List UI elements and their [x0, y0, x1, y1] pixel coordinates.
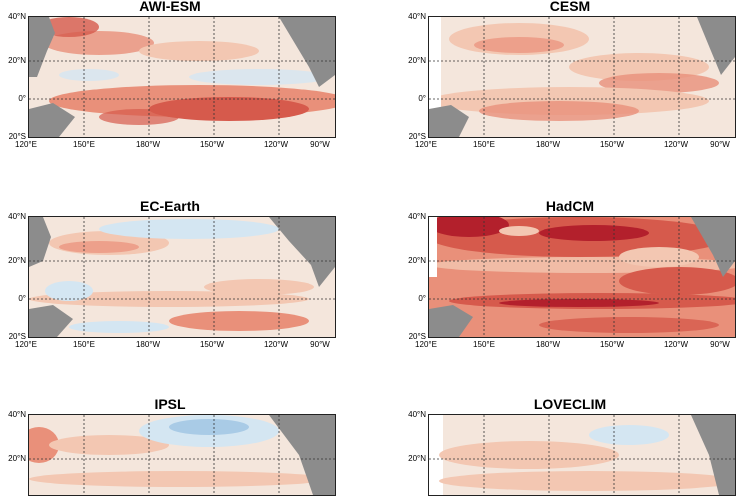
lat-label: 0° — [418, 294, 426, 303]
map-area — [428, 16, 736, 138]
lon-label: 120°E — [15, 340, 37, 349]
lon-label: 150°W — [599, 140, 625, 149]
panel-cesm: CESM 40°N 20°N 0° 20°S 120°E 150°E 180°W… — [400, 0, 740, 160]
map-area — [28, 16, 336, 138]
map-area — [428, 414, 736, 496]
lat-label: 0° — [18, 94, 26, 103]
lon-label: 150°W — [599, 340, 625, 349]
lat-label: 40°N — [408, 12, 426, 21]
lon-label: 180°W — [135, 140, 161, 149]
heat-map — [29, 415, 335, 495]
lon-label: 150°W — [199, 140, 225, 149]
lat-label: 20°N — [408, 56, 426, 65]
panel-title: CESM — [549, 0, 591, 14]
lon-label: 120°W — [663, 140, 689, 149]
lon-label: 90°W — [310, 340, 330, 349]
lon-label: 120°W — [663, 340, 689, 349]
lat-label: 20°N — [408, 256, 426, 265]
heat-map — [429, 217, 735, 337]
heat-map — [429, 17, 735, 137]
lon-label: 120°W — [263, 140, 289, 149]
heat-map — [429, 415, 735, 495]
panel-ec-earth: EC-Earth 40°N 20°N 0° 20°S 120°E 150°E 1… — [0, 198, 340, 360]
heat-map — [29, 217, 335, 337]
lon-label: 150°E — [473, 140, 495, 149]
panel-hadcm: HadCM 40°N 20°N 0° 20°S 120°E 150 — [400, 198, 740, 360]
lon-label: 150°W — [199, 340, 225, 349]
lat-label: 20°N — [408, 454, 426, 463]
lat-label: 20°S — [8, 332, 26, 341]
panel-title: LOVECLIM — [533, 396, 607, 412]
lon-label: 120°E — [415, 140, 437, 149]
map-area — [28, 216, 336, 338]
panel-title: AWI-ESM — [139, 0, 201, 14]
lat-label: 40°N — [408, 410, 426, 419]
lat-label: 40°N — [408, 212, 426, 221]
lat-label: 20°S — [8, 132, 26, 141]
lon-label: 150°E — [73, 140, 95, 149]
lon-label: 180°W — [535, 340, 561, 349]
lon-label: 120°E — [15, 140, 37, 149]
lat-label: 20°N — [8, 56, 26, 65]
map-area — [28, 414, 336, 496]
lon-label: 180°W — [535, 140, 561, 149]
lat-label: 20°S — [408, 132, 426, 141]
lat-label: 0° — [18, 294, 26, 303]
lat-label: 40°N — [8, 410, 26, 419]
lon-label: 90°W — [710, 140, 730, 149]
lon-label: 120°E — [415, 340, 437, 349]
lon-label: 180°W — [135, 340, 161, 349]
panel-title: HadCM — [545, 198, 595, 214]
lat-label: 20°N — [8, 256, 26, 265]
lon-label: 120°W — [263, 340, 289, 349]
lat-label: 40°N — [8, 212, 26, 221]
panel-title: EC-Earth — [140, 198, 200, 214]
lat-label: 20°N — [8, 454, 26, 463]
lon-label: 90°W — [310, 140, 330, 149]
map-area — [428, 216, 736, 338]
panel-awi-esm: AWI-ESM 40°N 20°N 0° 20°S 120°E 150°E 18… — [0, 0, 340, 160]
lon-label: 150°E — [473, 340, 495, 349]
heat-map — [29, 17, 335, 137]
panel-title: IPSL — [154, 396, 186, 412]
lat-label: 0° — [418, 94, 426, 103]
lon-label: 150°E — [73, 340, 95, 349]
panel-loveclim: LOVECLIM 40°N 20°N — [400, 396, 740, 496]
lat-label: 40°N — [8, 12, 26, 21]
panel-ipsl: IPSL 40°N 20°N — [0, 396, 340, 496]
lon-label: 90°W — [710, 340, 730, 349]
lat-label: 20°S — [408, 332, 426, 341]
